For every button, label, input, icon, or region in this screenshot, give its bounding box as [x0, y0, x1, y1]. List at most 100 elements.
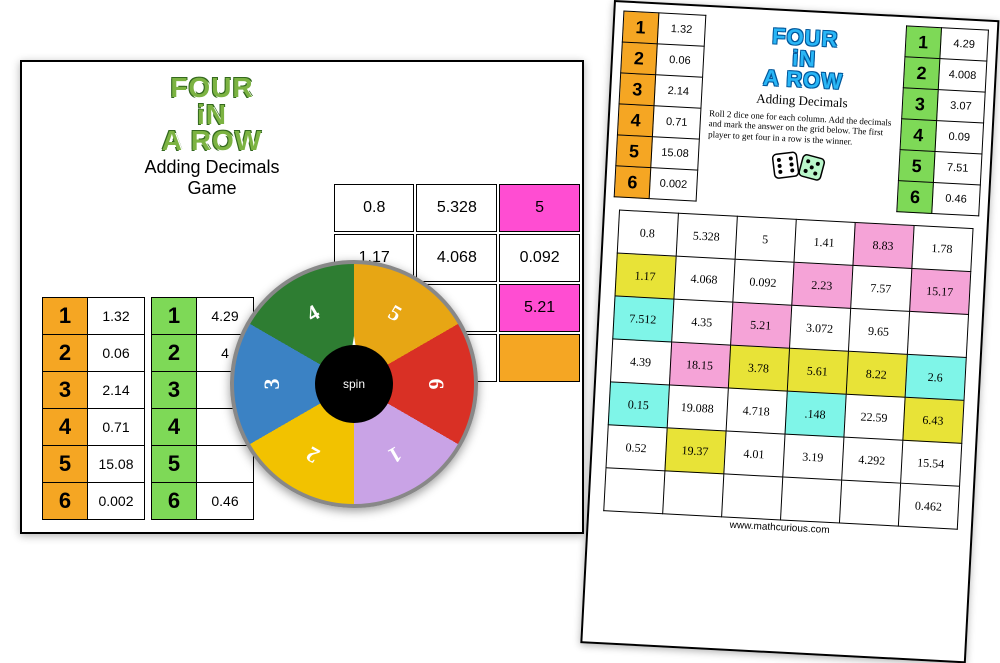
- num-cell: 6: [897, 181, 934, 214]
- val-cell: 0.71: [652, 106, 701, 139]
- grid-cell[interactable]: 4.718: [726, 388, 787, 434]
- spinner-segment-label: 6: [419, 369, 449, 399]
- num-cell: 6: [152, 483, 197, 520]
- grid-cell[interactable]: 4.292: [841, 437, 902, 483]
- val-cell: 4.29: [940, 28, 989, 61]
- num-cell: 6: [614, 166, 651, 199]
- val-cell: 4.008: [938, 59, 987, 92]
- num-cell: 2: [152, 335, 197, 372]
- grid-cell[interactable]: 0.8: [617, 210, 678, 256]
- grid-cell[interactable]: 4.39: [610, 339, 671, 385]
- grid-cell[interactable]: 19.37: [664, 428, 725, 474]
- val-cell: 1.32: [88, 298, 145, 335]
- instructions: Roll 2 dice one for each column. Add the…: [708, 108, 893, 150]
- val-cell: 0.002: [88, 483, 145, 520]
- grid-cell[interactable]: 8.83: [852, 222, 913, 268]
- grid-cell[interactable]: 0.52: [606, 425, 667, 471]
- val-cell: 0.09: [935, 121, 984, 154]
- grid-cell[interactable]: [603, 468, 664, 514]
- grid-cell[interactable]: 22.59: [843, 394, 904, 440]
- grid-cell[interactable]: .148: [785, 391, 846, 437]
- val-cell: 15.08: [651, 137, 700, 170]
- grid-cell[interactable]: 3.19: [782, 434, 843, 480]
- dice-icons: [706, 146, 892, 191]
- val-cell: 0.06: [88, 335, 145, 372]
- grid-cell[interactable]: 1.41: [794, 219, 855, 265]
- val-cell: 15.08: [88, 446, 145, 483]
- num-cell: 5: [152, 446, 197, 483]
- val-cell: 2.14: [88, 372, 145, 409]
- subtitle-left: Adding Decimals Game: [112, 157, 312, 199]
- spinner[interactable]: 561234 spin: [230, 260, 490, 520]
- val-cell: 2.14: [654, 75, 703, 108]
- grid-cell[interactable]: 1.17: [615, 253, 676, 299]
- title-word-3: A ROW: [162, 125, 262, 156]
- grid-cell[interactable]: 5: [499, 184, 580, 232]
- grid-cell[interactable]: [907, 311, 968, 357]
- num-cell: 2: [621, 42, 658, 75]
- num-cell: 5: [43, 446, 88, 483]
- title-r-3: A ROW: [763, 65, 844, 94]
- grid-cell[interactable]: 7.57: [850, 265, 911, 311]
- val-cell: 0.06: [656, 44, 705, 77]
- grid-cell[interactable]: [780, 477, 841, 523]
- grid-cell[interactable]: 8.22: [846, 351, 907, 397]
- val-cell: 0.002: [649, 168, 698, 201]
- grid-cell[interactable]: 2.6: [905, 354, 966, 400]
- num-cell: 5: [898, 150, 935, 183]
- grid-cell[interactable]: [721, 474, 782, 520]
- grid-cell[interactable]: 0.092: [499, 234, 580, 282]
- grid-cell[interactable]: 4.068: [673, 256, 734, 302]
- grid-cell[interactable]: 7.512: [612, 296, 673, 342]
- grid-cell[interactable]: 5.61: [787, 348, 848, 394]
- grid-cell[interactable]: 3.78: [728, 345, 789, 391]
- grid-cell[interactable]: 0.092: [732, 259, 793, 305]
- num-cell: 6: [43, 483, 88, 520]
- grid-cell[interactable]: 4.01: [723, 431, 784, 477]
- grid-cell[interactable]: [839, 480, 900, 526]
- title-left: FOUR iN A ROW: [112, 75, 312, 155]
- val-cell: 1.32: [657, 13, 706, 46]
- column-a-right: 11.3220.0632.1440.71515.0860.002: [614, 11, 707, 202]
- grid-cell[interactable]: 5.328: [676, 213, 737, 259]
- grid-cell[interactable]: 15.17: [909, 268, 970, 314]
- num-cell: 4: [152, 409, 197, 446]
- grid-cell[interactable]: 19.088: [667, 385, 728, 431]
- grid-cell[interactable]: 1.78: [911, 225, 972, 271]
- grid-cell[interactable]: 5.328: [416, 184, 497, 232]
- grid-cell[interactable]: 6.43: [902, 397, 963, 443]
- val-cell: 0.46: [932, 182, 981, 215]
- num-cell: 4: [43, 409, 88, 446]
- grid-cell[interactable]: 4.35: [671, 299, 732, 345]
- grid-cell[interactable]: 5.21: [499, 284, 580, 332]
- num-cell: 4: [617, 104, 654, 137]
- left-header: FOUR iN A ROW Adding Decimals Game: [112, 67, 312, 207]
- grid-cell[interactable]: 15.54: [900, 440, 961, 486]
- grid-cell[interactable]: 0.15: [608, 382, 669, 428]
- grid-cell[interactable]: 0.8: [334, 184, 414, 232]
- spinner-segment-label: 4: [294, 294, 335, 335]
- grid-cell[interactable]: 5: [735, 216, 796, 262]
- answer-grid-right: 0.85.32851.418.831.781.174.0680.0922.237…: [603, 210, 973, 530]
- grid-cell[interactable]: 18.15: [669, 342, 730, 388]
- spinner-segment-label: 5: [374, 294, 415, 335]
- num-cell: 3: [152, 372, 197, 409]
- grid-cell[interactable]: 5.21: [730, 302, 791, 348]
- grid-cell[interactable]: 9.65: [848, 308, 909, 354]
- right-top-section: 11.3220.0632.1440.71515.0860.002 FOUR iN…: [605, 2, 997, 225]
- num-cell: 3: [43, 372, 88, 409]
- column-b-right: 14.2924.00833.0740.0957.5160.46: [896, 25, 989, 216]
- grid-cell[interactable]: 3.072: [789, 305, 850, 351]
- grid-cell[interactable]: 0.462: [898, 483, 959, 529]
- num-cell: 2: [903, 57, 940, 90]
- num-cell: 2: [43, 335, 88, 372]
- num-cell: 3: [902, 88, 939, 121]
- game-card-right: 11.3220.0632.1440.71515.0860.002 FOUR iN…: [580, 0, 999, 663]
- val-cell: 3.07: [937, 90, 986, 123]
- spin-button[interactable]: spin: [315, 345, 393, 423]
- grid-cell[interactable]: 2.23: [791, 262, 852, 308]
- grid-cell[interactable]: [499, 334, 580, 382]
- num-cell: 1: [43, 298, 88, 335]
- spinner-wheel[interactable]: 561234 spin: [230, 260, 478, 508]
- grid-cell[interactable]: [662, 471, 723, 517]
